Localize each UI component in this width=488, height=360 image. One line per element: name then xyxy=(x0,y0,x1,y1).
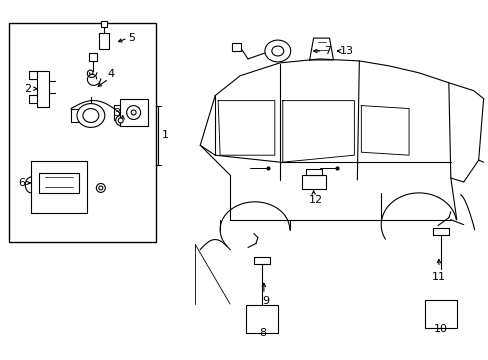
Text: 9: 9 xyxy=(262,296,269,306)
Text: 13: 13 xyxy=(339,46,353,56)
Bar xyxy=(120,99,147,126)
Bar xyxy=(101,21,106,27)
Ellipse shape xyxy=(271,46,283,56)
Text: 5: 5 xyxy=(128,33,135,43)
Ellipse shape xyxy=(264,40,290,62)
Bar xyxy=(232,43,241,51)
Text: 7: 7 xyxy=(324,46,330,56)
Bar xyxy=(305,169,321,175)
Ellipse shape xyxy=(126,105,141,120)
Text: 6: 6 xyxy=(18,178,25,188)
Ellipse shape xyxy=(83,109,99,122)
Bar xyxy=(9,23,155,242)
Text: 8: 8 xyxy=(259,328,266,338)
Ellipse shape xyxy=(116,116,125,125)
Ellipse shape xyxy=(96,184,105,192)
Ellipse shape xyxy=(131,110,136,115)
Text: 12: 12 xyxy=(308,195,322,205)
Text: 2: 2 xyxy=(23,84,31,94)
Bar xyxy=(37,71,49,107)
Bar xyxy=(301,175,325,189)
Bar xyxy=(245,305,277,333)
Text: 4: 4 xyxy=(107,69,114,79)
Bar xyxy=(99,33,108,49)
Text: 1: 1 xyxy=(162,130,169,140)
Ellipse shape xyxy=(99,186,102,190)
Bar xyxy=(424,300,456,328)
Text: 3: 3 xyxy=(113,108,120,117)
Ellipse shape xyxy=(118,118,123,123)
Ellipse shape xyxy=(77,104,104,127)
Text: 10: 10 xyxy=(433,324,447,334)
Bar xyxy=(89,53,97,61)
Text: 11: 11 xyxy=(431,272,445,282)
